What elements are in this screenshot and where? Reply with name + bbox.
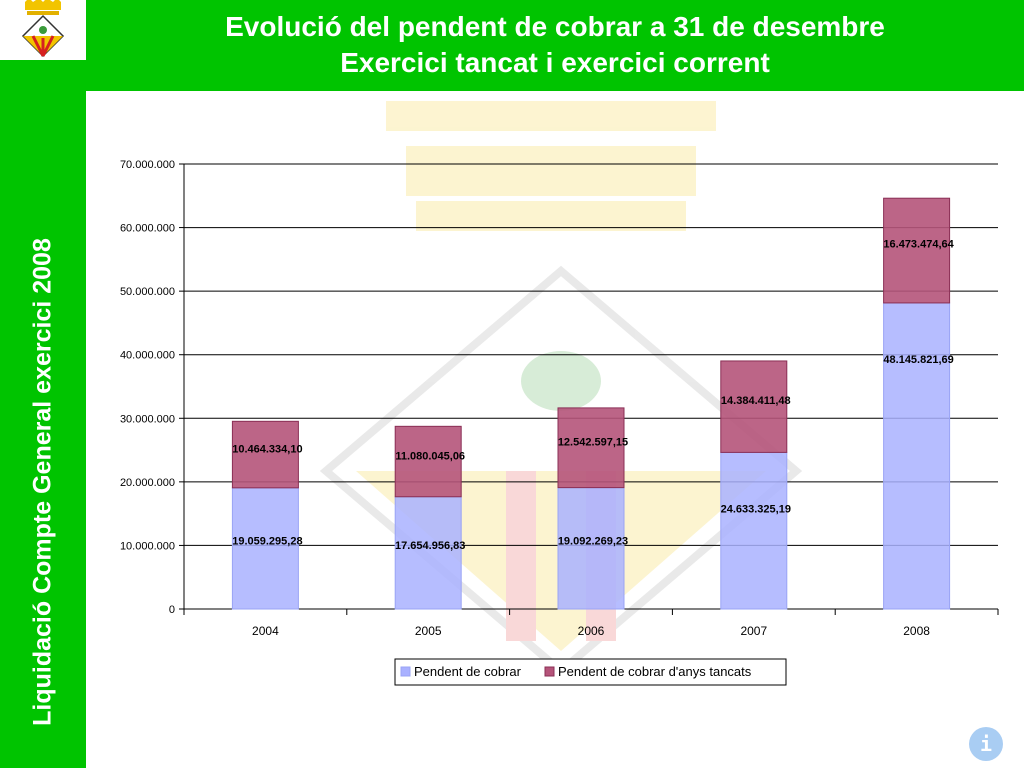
data-label: 48.145.821,69 bbox=[883, 354, 953, 366]
coat-of-arms-icon bbox=[21, 0, 65, 58]
legend-label: Pendent de cobrar bbox=[414, 664, 522, 679]
legend-swatch bbox=[544, 666, 555, 677]
bar-anys-tancats bbox=[557, 407, 625, 489]
y-tick-label: 20.000.000 bbox=[120, 477, 175, 489]
bar-pendent bbox=[557, 487, 625, 610]
y-tick-label: 10.000.000 bbox=[120, 540, 175, 552]
data-label: 16.473.474,64 bbox=[883, 238, 954, 250]
data-label: 11.080.045,06 bbox=[395, 450, 465, 462]
bar-pendent bbox=[720, 451, 788, 610]
x-tick-label: 2008 bbox=[903, 624, 930, 638]
bar-pendent bbox=[394, 496, 462, 610]
data-label: 14.384.411,48 bbox=[721, 395, 791, 407]
chart-area: 0 10.000.000 20.000.000 30.000.000 40.000.00… bbox=[86, 91, 1024, 768]
page-title: Evolució del pendent de cobrar a 31 de d… bbox=[225, 11, 885, 42]
y-tick-label: 0 bbox=[169, 604, 175, 616]
page-subtitle: Exercici tancat i exercici corrent bbox=[340, 47, 770, 78]
x-tick-label: 2004 bbox=[252, 624, 279, 638]
data-label: 10.464.334,10 bbox=[232, 444, 302, 456]
bar-anys-tancats bbox=[883, 197, 951, 304]
y-tick-label: 60.000.000 bbox=[120, 223, 175, 235]
logo-area bbox=[0, 0, 86, 60]
info-button[interactable]: i bbox=[969, 727, 1003, 761]
bar-anys-tancats bbox=[231, 420, 299, 489]
bar-pendent bbox=[883, 302, 951, 610]
data-label: 17.654.956,83 bbox=[395, 540, 465, 552]
page-header: Evolució del pendent de cobrar a 31 de d… bbox=[86, 0, 1024, 91]
data-label: 19.092.269,23 bbox=[558, 535, 628, 547]
legend-swatch bbox=[400, 666, 411, 677]
sidebar-title: Liquidació Compte General exercici 2008 bbox=[28, 238, 57, 726]
stacked-bar-chart: 0 10.000.000 20.000.000 30.000.000 40.000.00… bbox=[120, 159, 999, 686]
bar-pendent bbox=[231, 487, 299, 610]
x-tick-label: 2007 bbox=[740, 624, 767, 638]
x-tick-label: 2006 bbox=[578, 624, 605, 638]
bar-anys-tancats bbox=[720, 360, 788, 453]
y-tick-label: 40.000.000 bbox=[120, 350, 175, 362]
x-tick-label: 2005 bbox=[415, 624, 442, 638]
data-label: 19.059.295,28 bbox=[232, 535, 302, 547]
bar-anys-tancats bbox=[394, 425, 462, 498]
y-tick-label: 50.000.000 bbox=[120, 286, 175, 298]
legend-label: Pendent de cobrar d'anys tancats bbox=[558, 664, 752, 679]
y-tick-label: 70.000.000 bbox=[120, 159, 175, 171]
data-label: 24.633.325,19 bbox=[721, 503, 791, 515]
sidebar: Liquidació Compte General exercici 2008 bbox=[0, 60, 86, 768]
legend-box bbox=[394, 658, 787, 686]
info-icon: i bbox=[979, 732, 993, 756]
y-tick-label: 30.000.000 bbox=[120, 413, 175, 425]
data-label: 12.542.597,15 bbox=[558, 436, 628, 448]
